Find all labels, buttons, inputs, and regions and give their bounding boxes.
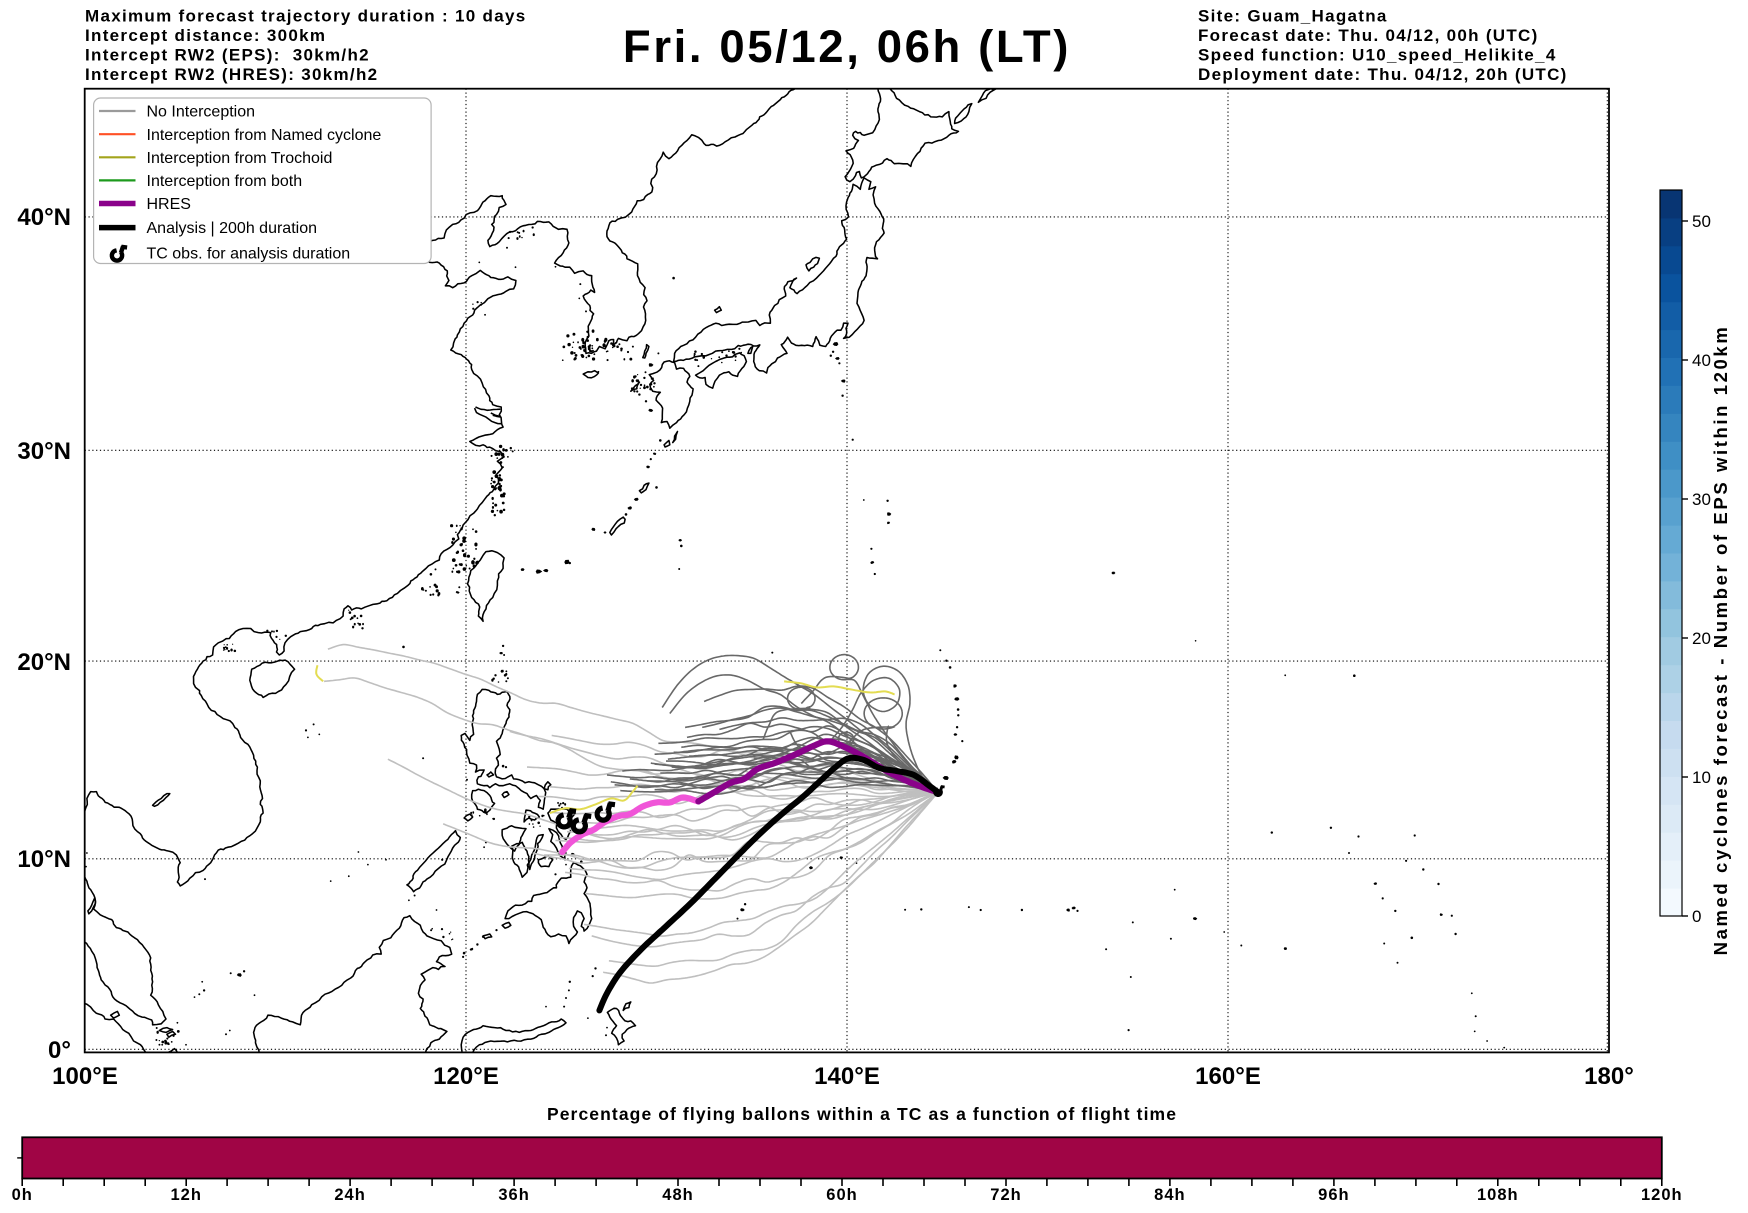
svg-text:108h: 108h bbox=[1477, 1186, 1519, 1204]
svg-text:Intercept distance: 300km: Intercept distance: 300km bbox=[85, 26, 326, 45]
svg-text:160°E: 160°E bbox=[1195, 1063, 1261, 1090]
svg-text:10°N: 10°N bbox=[17, 846, 71, 873]
svg-text:Interception from Named cyclon: Interception from Named cyclone bbox=[147, 127, 382, 144]
svg-text:20°N: 20°N bbox=[17, 649, 71, 676]
svg-text:140°E: 140°E bbox=[814, 1063, 880, 1090]
svg-text:Analysis | 200h duration: Analysis | 200h duration bbox=[147, 220, 317, 237]
svg-text:Site: Guam_Hagatna: Site: Guam_Hagatna bbox=[1198, 6, 1388, 25]
svg-text:36h: 36h bbox=[498, 1186, 529, 1204]
svg-text:No Interception: No Interception bbox=[147, 104, 256, 121]
svg-text:120h: 120h bbox=[1641, 1186, 1683, 1204]
svg-text:Interception from Trochoid: Interception from Trochoid bbox=[147, 150, 333, 167]
svg-text:HRES: HRES bbox=[147, 196, 191, 213]
svg-text:Intercept RW2 (HRES): 30km/h2: Intercept RW2 (HRES): 30km/h2 bbox=[85, 65, 378, 84]
svg-text:24h: 24h bbox=[334, 1186, 365, 1204]
svg-text:180°: 180° bbox=[1584, 1063, 1634, 1090]
svg-text:Speed function: U10_speed_Heli: Speed function: U10_speed_Helikite_4 bbox=[1198, 45, 1557, 64]
svg-text:84h: 84h bbox=[1154, 1186, 1185, 1204]
svg-text:10: 10 bbox=[1692, 768, 1711, 787]
svg-text:30: 30 bbox=[1692, 490, 1711, 509]
svg-text:120°E: 120°E bbox=[433, 1063, 499, 1090]
svg-text:TC obs. for analysis duration: TC obs. for analysis duration bbox=[147, 246, 351, 263]
svg-text:0h: 0h bbox=[12, 1186, 33, 1204]
svg-text:Intercept RW2 (EPS): 30km/h2: Intercept RW2 (EPS): 30km/h2 bbox=[85, 45, 370, 64]
svg-text:Maximum forecast trajectory du: Maximum forecast trajectory duration : 1… bbox=[85, 6, 526, 25]
svg-text:Deployment date: Thu. 04/12, 2: Deployment date: Thu. 04/12, 20h (UTC) bbox=[1198, 65, 1568, 84]
svg-text:96h: 96h bbox=[1318, 1186, 1349, 1204]
svg-text:40: 40 bbox=[1692, 351, 1711, 370]
svg-text:0: 0 bbox=[1692, 907, 1701, 926]
svg-text:30°N: 30°N bbox=[17, 438, 71, 465]
svg-text:12h: 12h bbox=[170, 1186, 201, 1204]
svg-text:50: 50 bbox=[1692, 212, 1711, 231]
svg-text:Fri. 05/12, 06h (LT): Fri. 05/12, 06h (LT) bbox=[623, 21, 1071, 72]
svg-text:Interception from both: Interception from both bbox=[147, 173, 303, 190]
svg-text:Percentage of flying ballons w: Percentage of flying ballons within a TC… bbox=[547, 1104, 1177, 1124]
svg-text:40°N: 40°N bbox=[17, 204, 71, 231]
svg-text:20: 20 bbox=[1692, 629, 1711, 648]
svg-text:100°E: 100°E bbox=[52, 1063, 118, 1090]
svg-text:0°: 0° bbox=[48, 1037, 71, 1064]
svg-text:Named cyclones forecast - Numb: Named cyclones forecast - Number of EPS … bbox=[1710, 325, 1731, 956]
svg-text:Forecast date: Thu. 04/12, 00h: Forecast date: Thu. 04/12, 00h (UTC) bbox=[1198, 26, 1539, 45]
svg-text:60h: 60h bbox=[826, 1186, 857, 1204]
svg-text:72h: 72h bbox=[990, 1186, 1021, 1204]
svg-text:48h: 48h bbox=[662, 1186, 693, 1204]
